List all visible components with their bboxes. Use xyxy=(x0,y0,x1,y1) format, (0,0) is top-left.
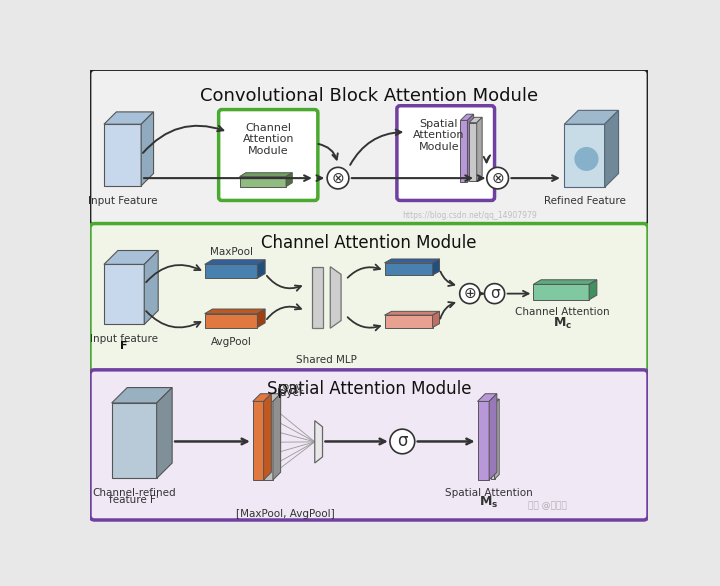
Text: Channel Attention Module: Channel Attention Module xyxy=(261,234,477,253)
Polygon shape xyxy=(104,124,141,186)
FancyBboxPatch shape xyxy=(397,105,495,200)
Polygon shape xyxy=(104,250,158,264)
Text: 知乎 @深度眸: 知乎 @深度眸 xyxy=(528,502,567,510)
Polygon shape xyxy=(240,176,286,186)
Polygon shape xyxy=(534,280,597,284)
Text: Input Feature: Input Feature xyxy=(88,196,157,206)
Text: MaxPool: MaxPool xyxy=(210,247,253,257)
Polygon shape xyxy=(240,173,292,176)
Circle shape xyxy=(459,284,480,304)
Circle shape xyxy=(485,284,505,304)
Polygon shape xyxy=(253,401,264,480)
Polygon shape xyxy=(605,110,618,188)
Circle shape xyxy=(575,147,598,171)
Text: F: F xyxy=(120,342,128,352)
Polygon shape xyxy=(112,387,172,403)
Text: σ: σ xyxy=(397,432,408,451)
Text: Spatial
Attention
Module: Spatial Attention Module xyxy=(413,119,464,152)
Polygon shape xyxy=(112,403,157,478)
Polygon shape xyxy=(467,114,474,182)
Polygon shape xyxy=(469,117,482,122)
Text: σ: σ xyxy=(490,286,500,301)
Polygon shape xyxy=(312,267,323,328)
Polygon shape xyxy=(489,394,497,480)
Text: ⊗: ⊗ xyxy=(491,171,504,186)
Polygon shape xyxy=(104,264,144,325)
Polygon shape xyxy=(204,309,265,314)
Polygon shape xyxy=(273,394,281,480)
FancyBboxPatch shape xyxy=(90,223,648,372)
Circle shape xyxy=(390,429,415,454)
Circle shape xyxy=(487,168,508,189)
Polygon shape xyxy=(330,267,341,328)
FancyBboxPatch shape xyxy=(90,370,648,520)
Text: Shared MLP: Shared MLP xyxy=(296,355,357,365)
Polygon shape xyxy=(258,260,265,278)
Text: $\mathbf{M_s}$: $\mathbf{M_s}$ xyxy=(480,495,499,510)
Polygon shape xyxy=(477,401,489,480)
Text: Spatial Attention: Spatial Attention xyxy=(445,488,533,498)
Polygon shape xyxy=(264,394,271,480)
Polygon shape xyxy=(258,309,265,328)
Polygon shape xyxy=(477,117,482,181)
Text: ⊕: ⊕ xyxy=(464,286,476,301)
Polygon shape xyxy=(262,401,273,480)
Polygon shape xyxy=(589,280,597,300)
Polygon shape xyxy=(141,112,153,186)
FancyBboxPatch shape xyxy=(219,110,318,200)
Polygon shape xyxy=(384,263,433,275)
Text: [MaxPool, AvgPool]: [MaxPool, AvgPool] xyxy=(236,509,335,519)
Text: conv: conv xyxy=(277,382,302,392)
FancyBboxPatch shape xyxy=(90,70,648,225)
Polygon shape xyxy=(495,399,499,479)
Polygon shape xyxy=(384,315,433,328)
Polygon shape xyxy=(330,267,341,328)
Polygon shape xyxy=(312,267,323,328)
Polygon shape xyxy=(384,311,439,315)
Polygon shape xyxy=(490,404,495,479)
Polygon shape xyxy=(477,394,497,401)
Text: layer: layer xyxy=(276,389,303,398)
Text: Channel
Attention
Module: Channel Attention Module xyxy=(243,122,294,156)
Polygon shape xyxy=(469,122,477,181)
Polygon shape xyxy=(490,399,499,404)
Polygon shape xyxy=(461,114,474,120)
Polygon shape xyxy=(384,259,439,263)
Polygon shape xyxy=(433,311,439,328)
Text: Channel-refined: Channel-refined xyxy=(92,488,176,498)
Polygon shape xyxy=(204,314,258,328)
Text: ⊗: ⊗ xyxy=(332,171,344,186)
Polygon shape xyxy=(286,173,292,186)
Polygon shape xyxy=(433,259,439,275)
Text: Channel Attention: Channel Attention xyxy=(516,308,610,318)
Polygon shape xyxy=(104,112,153,124)
Polygon shape xyxy=(461,120,467,182)
Text: feature F': feature F' xyxy=(109,495,159,505)
Polygon shape xyxy=(157,387,172,478)
Text: https://blog.csdn.net/qq_14907979: https://blog.csdn.net/qq_14907979 xyxy=(402,211,537,220)
Polygon shape xyxy=(534,284,589,300)
Polygon shape xyxy=(253,394,271,401)
Polygon shape xyxy=(262,394,281,401)
Polygon shape xyxy=(315,421,323,463)
Text: Convolutional Block Attention Module: Convolutional Block Attention Module xyxy=(200,87,538,105)
Circle shape xyxy=(327,168,349,189)
Polygon shape xyxy=(564,110,618,124)
Polygon shape xyxy=(564,124,605,188)
Text: Refined Feature: Refined Feature xyxy=(544,196,626,206)
Text: AvgPool: AvgPool xyxy=(211,337,251,347)
Text: Spatial Attention Module: Spatial Attention Module xyxy=(266,380,472,398)
Polygon shape xyxy=(144,250,158,325)
Text: Input feature: Input feature xyxy=(90,333,158,343)
Text: $\mathbf{M_c}$: $\mathbf{M_c}$ xyxy=(553,316,572,331)
Polygon shape xyxy=(204,260,265,264)
Polygon shape xyxy=(204,264,258,278)
